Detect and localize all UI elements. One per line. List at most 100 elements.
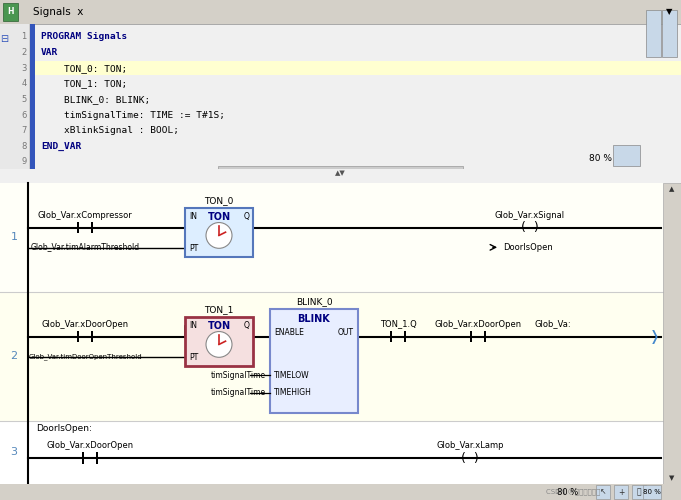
Bar xyxy=(614,485,628,499)
Bar xyxy=(0,24,681,26)
Text: Glob_Var.xLamp: Glob_Var.xLamp xyxy=(437,442,504,450)
Bar xyxy=(662,10,677,58)
Text: ↖: ↖ xyxy=(600,488,606,496)
Text: TON: TON xyxy=(208,212,231,222)
Bar xyxy=(3,2,18,21)
Text: +: + xyxy=(618,488,624,496)
Text: 1: 1 xyxy=(10,232,18,242)
FancyBboxPatch shape xyxy=(185,316,253,366)
Text: 80 %: 80 % xyxy=(557,488,579,496)
Text: END_VAR: END_VAR xyxy=(41,142,81,151)
Text: OUT: OUT xyxy=(338,328,354,337)
Bar xyxy=(643,485,661,499)
Text: DoorIsOpen: DoorIsOpen xyxy=(503,243,553,252)
Text: 9: 9 xyxy=(21,158,27,166)
Text: Glob_Var.timAlarmThreshold: Glob_Var.timAlarmThreshold xyxy=(31,242,140,252)
Text: TON: TON xyxy=(208,320,231,330)
Bar xyxy=(35,61,681,75)
Bar xyxy=(0,420,681,484)
Text: 3: 3 xyxy=(10,448,18,458)
Text: ▲▼: ▲▼ xyxy=(335,170,346,176)
Circle shape xyxy=(206,332,232,357)
Text: Glob_Va:: Glob_Va: xyxy=(535,320,571,328)
Bar xyxy=(91,222,93,234)
Text: TON_0: TON_0 xyxy=(204,196,234,205)
Text: VAR: VAR xyxy=(41,48,58,57)
FancyBboxPatch shape xyxy=(270,309,358,413)
Text: BLINK_0: BLINK_0 xyxy=(296,298,332,306)
Bar xyxy=(390,330,392,342)
Text: IN: IN xyxy=(189,212,197,221)
Text: TIMEHIGH: TIMEHIGH xyxy=(274,388,312,398)
Text: timSignalTime: timSignalTime xyxy=(211,370,266,380)
Text: (  ): ( ) xyxy=(461,452,479,465)
Text: 3: 3 xyxy=(21,64,27,72)
Bar xyxy=(218,166,463,179)
Text: 2: 2 xyxy=(10,352,18,362)
Text: ENABLE: ENABLE xyxy=(274,328,304,337)
Text: Glob_Var.xCompressor: Glob_Var.xCompressor xyxy=(37,210,132,220)
Text: Glob_Var.xDoorOpen: Glob_Var.xDoorOpen xyxy=(434,320,522,328)
Text: 80 %: 80 % xyxy=(588,154,612,164)
Bar xyxy=(77,222,79,234)
Bar xyxy=(470,330,472,342)
Text: TON_1.Q: TON_1.Q xyxy=(379,320,416,328)
Text: 7: 7 xyxy=(21,126,27,135)
Text: 🔍: 🔍 xyxy=(637,488,642,496)
Bar xyxy=(82,452,84,464)
Text: Q: Q xyxy=(243,212,249,221)
Text: 8: 8 xyxy=(21,142,27,151)
Text: 80 %: 80 % xyxy=(643,489,661,495)
Text: DoorIsOpen:: DoorIsOpen: xyxy=(36,424,92,433)
Bar xyxy=(0,292,681,420)
Text: H: H xyxy=(7,8,14,16)
Text: PROGRAM Signals: PROGRAM Signals xyxy=(41,32,127,42)
Text: BLINK_0: BLINK;: BLINK_0: BLINK; xyxy=(41,95,150,104)
Bar xyxy=(0,0,681,24)
Text: ❭: ❭ xyxy=(649,330,661,344)
Bar xyxy=(663,183,681,484)
Text: CSDN @树下来的行子: CSDN @树下来的行子 xyxy=(546,488,601,496)
Bar xyxy=(0,24,29,169)
Text: TON_1: TON_1 xyxy=(204,305,234,314)
Text: 5: 5 xyxy=(21,95,27,104)
Text: ▼: ▼ xyxy=(669,475,675,481)
Text: 2: 2 xyxy=(21,48,27,57)
Bar xyxy=(632,485,646,499)
Text: ▼: ▼ xyxy=(666,8,673,16)
Text: 6: 6 xyxy=(21,110,27,120)
Text: PT: PT xyxy=(189,353,198,362)
Bar xyxy=(77,330,79,342)
Text: BLINK: BLINK xyxy=(298,314,330,324)
Text: timSignalTime: timSignalTime xyxy=(211,388,266,398)
FancyBboxPatch shape xyxy=(185,208,253,257)
Circle shape xyxy=(206,222,232,248)
Bar xyxy=(96,452,98,464)
Text: Glob_Var.xDoorOpen: Glob_Var.xDoorOpen xyxy=(42,320,129,328)
Text: ⊟: ⊟ xyxy=(0,34,8,44)
Text: 1: 1 xyxy=(21,32,27,42)
Bar xyxy=(0,484,681,500)
Text: Signals  x: Signals x xyxy=(33,7,83,17)
Bar xyxy=(0,484,663,500)
Text: IN: IN xyxy=(189,321,197,330)
Bar xyxy=(91,330,93,342)
Text: Glob_Var.timDoorOpenThreshold: Glob_Var.timDoorOpenThreshold xyxy=(28,354,142,360)
Text: TIMELOW: TIMELOW xyxy=(274,370,310,380)
Bar xyxy=(29,24,30,169)
Bar xyxy=(0,183,681,292)
Text: Glob_Var.xDoorOpen: Glob_Var.xDoorOpen xyxy=(46,442,133,450)
Bar xyxy=(404,330,406,342)
Bar xyxy=(613,146,640,166)
Bar xyxy=(596,485,610,499)
Text: timSignalTime: TIME := T#1S;: timSignalTime: TIME := T#1S; xyxy=(41,110,225,120)
Bar xyxy=(646,10,661,58)
Text: PT: PT xyxy=(189,244,198,253)
Text: (  ): ( ) xyxy=(521,221,539,234)
Text: TON_1: TON;: TON_1: TON; xyxy=(41,80,127,88)
Text: 4: 4 xyxy=(21,80,27,88)
Text: ▲: ▲ xyxy=(669,186,675,192)
Bar xyxy=(30,24,35,169)
Text: TON_0: TON;: TON_0: TON; xyxy=(41,64,127,72)
Text: xBlinkSignal : BOOL;: xBlinkSignal : BOOL; xyxy=(41,126,179,135)
